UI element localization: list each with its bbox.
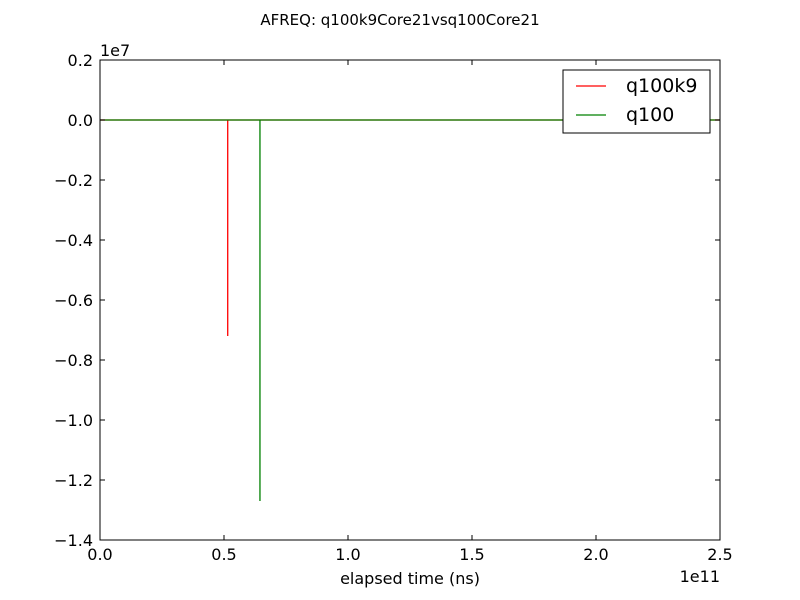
x-tick-label: 2.0 xyxy=(583,545,608,564)
y-tick-label: 0.2 xyxy=(68,51,93,70)
y-tick-label: −0.8 xyxy=(54,351,93,370)
x-axis-multiplier: 1e11 xyxy=(680,567,720,586)
y-tick-label: −0.2 xyxy=(54,171,93,190)
x-tick-label: 1.5 xyxy=(459,545,484,564)
y-axis-multiplier: 1e7 xyxy=(100,41,130,60)
chart-title: AFREQ: q100k9Core21vsq100Core21 xyxy=(260,11,539,29)
series-layer xyxy=(100,119,720,501)
legend-box xyxy=(562,69,711,134)
tick-layer: 0.0 0.5 1.0 1.5 2.0 2.5 0.2 0.0 −0.2 −0.4 −0.6 −0.8… xyxy=(54,51,733,564)
y-tick-label: 0.0 xyxy=(68,111,93,130)
y-tick-label: −1.4 xyxy=(54,531,93,550)
series-line-q100 xyxy=(100,119,720,501)
x-tick-label: 0.0 xyxy=(87,545,112,564)
legend-label-q100: q100 xyxy=(626,104,674,126)
y-tick-label: −0.6 xyxy=(54,291,93,310)
plot-area-frame xyxy=(99,59,721,541)
y-tick-label: −0.4 xyxy=(54,231,93,250)
legend-label-q100k9: q100k9 xyxy=(626,75,697,97)
y-tick-label: −1.2 xyxy=(54,471,93,490)
x-axis-label: elapsed time (ns) xyxy=(340,569,480,588)
x-tick-label: 0.5 xyxy=(211,545,236,564)
legend: q100k9 q100 xyxy=(562,69,711,134)
x-tick-label: 1.0 xyxy=(335,545,360,564)
y-tick-label: −1.0 xyxy=(54,411,93,430)
x-tick-label: 2.5 xyxy=(707,545,732,564)
